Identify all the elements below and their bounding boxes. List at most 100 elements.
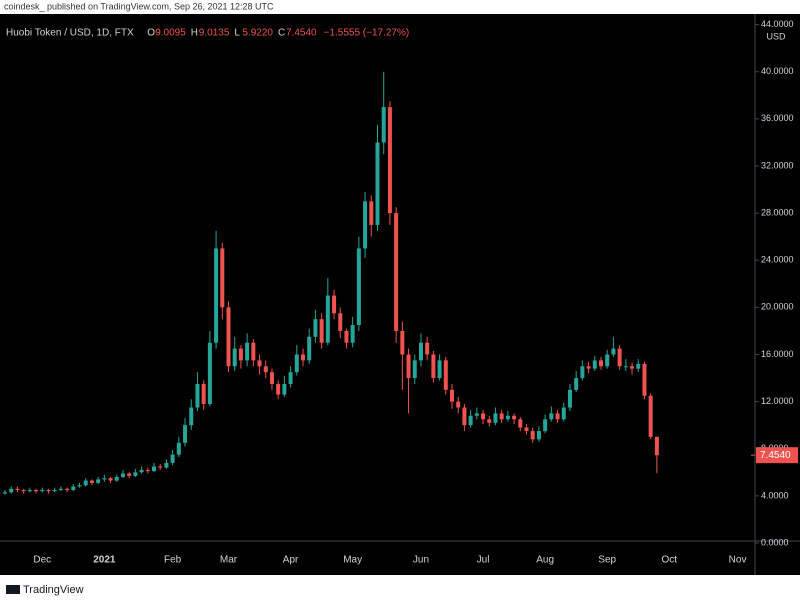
candle-body bbox=[21, 489, 26, 492]
candle-body bbox=[15, 488, 20, 490]
ohlc-value: 9.0095 bbox=[155, 28, 186, 39]
y-tick-label: 36.0000 bbox=[761, 113, 794, 123]
y-tick-label: 24.0000 bbox=[761, 255, 794, 265]
candle-body bbox=[481, 413, 486, 420]
candle-body bbox=[114, 477, 119, 481]
x-tick-label: Apr bbox=[283, 555, 299, 566]
candle-body bbox=[363, 201, 368, 249]
candle-body bbox=[263, 366, 268, 373]
candle-body bbox=[158, 466, 163, 468]
candle-body bbox=[3, 492, 7, 494]
candle-body bbox=[9, 488, 14, 493]
candle-body bbox=[580, 366, 585, 379]
candle-body bbox=[139, 469, 144, 473]
y-tick-label: 4.0000 bbox=[761, 490, 789, 500]
chart-background bbox=[0, 14, 800, 575]
y-tick-label: 0.0000 bbox=[761, 537, 789, 547]
candle-body bbox=[536, 431, 541, 440]
candle-body bbox=[195, 383, 200, 408]
candle-body bbox=[412, 360, 417, 379]
candle-body bbox=[356, 248, 361, 326]
candle-body bbox=[636, 363, 641, 369]
y-tick-label: 28.0000 bbox=[761, 207, 794, 217]
candle-body bbox=[220, 248, 225, 308]
candle-body bbox=[425, 342, 430, 355]
candle-body bbox=[133, 472, 138, 476]
candle-body bbox=[313, 319, 318, 337]
candle-body bbox=[474, 413, 479, 416]
candle-body bbox=[120, 473, 125, 478]
ohlc-key: H bbox=[191, 28, 198, 39]
candle-body bbox=[599, 360, 603, 367]
candle-body bbox=[58, 488, 63, 490]
y-tick-label: 20.0000 bbox=[761, 302, 794, 312]
candle-body bbox=[623, 366, 628, 368]
candle-body bbox=[406, 354, 411, 379]
x-tick-label: Nov bbox=[729, 555, 747, 566]
candle-body bbox=[611, 348, 616, 355]
candle-body bbox=[46, 489, 51, 492]
candle-body bbox=[387, 107, 392, 214]
candle-body bbox=[456, 401, 461, 408]
candle-body bbox=[145, 469, 150, 472]
candle-body bbox=[176, 442, 181, 455]
candle-body bbox=[102, 478, 107, 480]
ohlc-value: 9.0135 bbox=[199, 28, 230, 39]
candle-body bbox=[350, 325, 355, 343]
x-tick-label: Dec bbox=[33, 555, 51, 566]
candle-body bbox=[245, 342, 250, 361]
candle-body bbox=[493, 413, 498, 423]
ohlc-value: 7.4540 bbox=[286, 28, 317, 39]
attribution: coindesk_ published on TradingView.com, … bbox=[4, 1, 274, 11]
candle-body bbox=[468, 415, 473, 426]
candle-body bbox=[52, 489, 57, 492]
x-tick-label: Oct bbox=[662, 555, 678, 566]
candle-body bbox=[238, 348, 243, 361]
candle-body bbox=[375, 142, 380, 225]
candle-body bbox=[431, 354, 436, 379]
candle-body bbox=[437, 360, 442, 379]
candle-body bbox=[592, 360, 597, 369]
candle-body bbox=[34, 489, 39, 492]
candle-body bbox=[487, 419, 492, 423]
candle-body bbox=[567, 389, 572, 408]
candle-body bbox=[164, 462, 169, 468]
candle-body bbox=[443, 360, 448, 390]
candle-body bbox=[214, 248, 219, 343]
candle-body bbox=[418, 342, 423, 361]
candle-body bbox=[654, 436, 659, 456]
x-tick-label: Jul bbox=[477, 555, 490, 566]
candle-body bbox=[530, 431, 535, 440]
candle-body bbox=[555, 413, 560, 420]
candle-body bbox=[127, 473, 132, 476]
candle-body bbox=[586, 366, 591, 369]
candle-body bbox=[288, 372, 293, 384]
y-tick-label: 12.0000 bbox=[761, 396, 794, 406]
candle-body bbox=[648, 395, 653, 437]
ohlc-key: L bbox=[234, 28, 240, 39]
candle-body bbox=[189, 407, 194, 426]
candle-body bbox=[617, 348, 622, 367]
candle-body bbox=[543, 419, 548, 432]
candle-body bbox=[40, 489, 45, 492]
ohlc-value: 5.9220 bbox=[242, 28, 273, 39]
candle-body bbox=[83, 480, 88, 486]
symbol: Huobi Token / USD, 1D, FTX bbox=[6, 28, 134, 39]
candle-body bbox=[344, 330, 349, 343]
candle-body bbox=[282, 383, 287, 395]
x-tick-label: May bbox=[343, 555, 362, 566]
y-tick-label: 32.0000 bbox=[761, 160, 794, 170]
candle-body bbox=[65, 488, 70, 490]
candle-body bbox=[524, 427, 529, 432]
candle-body bbox=[301, 354, 305, 361]
x-tick-label: Aug bbox=[536, 555, 554, 566]
candle-body bbox=[89, 480, 94, 483]
candle-body bbox=[201, 383, 206, 404]
logo-icon bbox=[6, 585, 20, 594]
last-price-label: 7.4540 bbox=[760, 450, 791, 461]
x-tick-label: Jun bbox=[413, 555, 429, 566]
candle-body bbox=[226, 307, 231, 367]
candle-body bbox=[369, 201, 374, 225]
candles bbox=[3, 71, 659, 495]
